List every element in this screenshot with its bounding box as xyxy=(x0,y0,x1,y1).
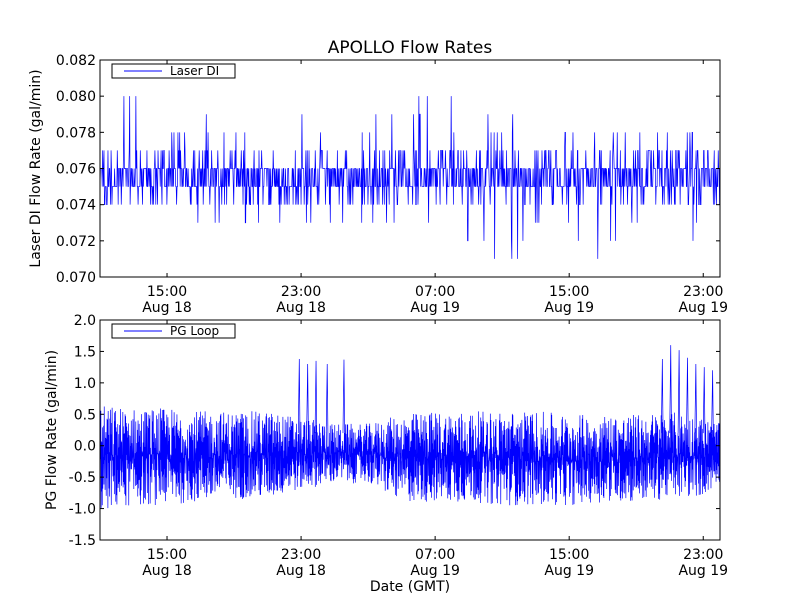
y-tick-label: 0.080 xyxy=(56,89,96,105)
y-tick-label: 0.070 xyxy=(56,270,96,286)
legend-box xyxy=(111,323,236,339)
legend-label: Laser DI xyxy=(170,64,219,78)
legend: Laser DI xyxy=(111,63,236,79)
x-tick-label: 07:00 xyxy=(415,547,455,563)
y-tick-label: 0.082 xyxy=(56,53,96,69)
y-tick-label: -1.0 xyxy=(69,502,96,518)
x-tick-date-label: Aug 19 xyxy=(678,563,728,579)
x-tick-label: 07:00 xyxy=(415,284,455,300)
x-tick-date-label: Aug 19 xyxy=(410,563,460,579)
x-tick-date-label: Aug 19 xyxy=(410,300,460,316)
y-axis-label: Laser DI Flow Rate (gal/min) xyxy=(28,69,44,267)
x-tick-date-label: Aug 18 xyxy=(276,300,326,316)
series-line-pg-loop xyxy=(99,345,721,509)
y-tick-label: -0.5 xyxy=(69,470,96,486)
y-tick-label: 0.072 xyxy=(56,234,96,250)
y-tick-label: 0.076 xyxy=(56,162,96,178)
y-tick-label: 0.078 xyxy=(56,125,96,141)
legend-label: PG Loop xyxy=(170,324,219,338)
y-tick-label: 1.0 xyxy=(74,376,96,392)
y-axis-label: PG Flow Rate (gal/min) xyxy=(44,350,60,510)
y-tick-label: 0.5 xyxy=(74,407,96,423)
x-tick-label: 15:00 xyxy=(147,284,187,300)
y-tick-label: 0.0 xyxy=(74,439,96,455)
x-tick-label: 23:00 xyxy=(281,284,321,300)
figure-title: APOLLO Flow Rates xyxy=(328,38,493,58)
x-tick-date-label: Aug 19 xyxy=(678,300,728,316)
y-tick-label: 2.0 xyxy=(74,313,96,329)
legend: PG Loop xyxy=(111,323,236,339)
x-tick-label: 23:00 xyxy=(683,547,723,563)
x-tick-date-label: Aug 18 xyxy=(142,563,192,579)
series-line-laser-di xyxy=(99,96,721,259)
x-tick-date-label: Aug 19 xyxy=(544,563,594,579)
plot-frame xyxy=(99,319,721,541)
y-tick-label: -1.5 xyxy=(69,533,96,549)
plot-area xyxy=(100,320,720,540)
y-tick-label: 0.074 xyxy=(56,198,96,214)
x-tick-label: 23:00 xyxy=(281,547,321,563)
laser-di-panel: 0.070 0.072 0.074 0.076 0.078 0.080 0.082 15:00… xyxy=(28,53,728,316)
x-tick-date-label: Aug 18 xyxy=(276,563,326,579)
x-tick-date-label: Aug 18 xyxy=(142,300,192,316)
y-tick-label: 1.5 xyxy=(74,344,96,360)
x-tick-label: 15:00 xyxy=(147,547,187,563)
x-axis-label: Date (GMT) xyxy=(370,579,450,595)
x-tick-date-label: Aug 19 xyxy=(544,300,594,316)
x-tick-label: 15:00 xyxy=(549,547,589,563)
x-tick-label: 23:00 xyxy=(683,284,723,300)
legend-box xyxy=(111,63,236,79)
x-tick-label: 15:00 xyxy=(549,284,589,300)
